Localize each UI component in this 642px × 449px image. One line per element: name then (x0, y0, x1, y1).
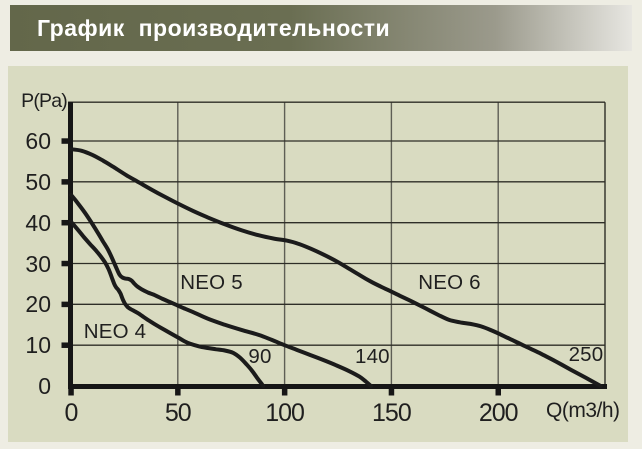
series-label: NEO 6 (418, 270, 481, 294)
x-tick-label: 50 (164, 399, 192, 427)
x-tick-label: 100 (265, 399, 305, 427)
x-tick-label: 0 (64, 399, 79, 427)
max-flow-label: 140 (354, 344, 390, 368)
y-tick-label: 60 (25, 128, 51, 154)
y-tick-label: 10 (25, 332, 51, 359)
x-tick (175, 389, 181, 396)
max-flow-label: 90 (248, 344, 272, 368)
curve-neo-4 (69, 219, 266, 388)
x-axis-title: Q(m3/h) (546, 399, 620, 422)
x-tick (281, 389, 288, 396)
curve-neo-5 (69, 192, 374, 388)
y-tick-label: 0 (38, 373, 51, 399)
y-tick (61, 342, 69, 348)
x-tick (388, 389, 395, 396)
max-flow-label: 250 (568, 342, 604, 366)
page-title: График производительности (37, 15, 391, 41)
curve-neo-6 (69, 147, 603, 388)
series-label: NEO 4 (83, 319, 147, 343)
header-bar: График производительности (10, 5, 632, 51)
x-axis (68, 384, 607, 389)
x-tick-label: 150 (372, 399, 412, 427)
y-axis-title: P(Pa) (21, 90, 68, 112)
y-tick-label: 30 (25, 250, 51, 277)
x-tick (495, 389, 501, 396)
y-tick (61, 260, 69, 267)
y-tick-label: 40 (25, 209, 51, 236)
y-tick (61, 179, 69, 185)
y-tick (61, 138, 69, 144)
y-axis (68, 102, 73, 389)
x-tick (68, 389, 74, 396)
y-tick (61, 219, 69, 226)
y-tick-label: 50 (25, 168, 51, 195)
x-tick-label: 200 (478, 399, 519, 427)
y-tick-label: 20 (25, 291, 51, 318)
y-tick (61, 301, 69, 308)
series-label: NEO 5 (180, 270, 243, 294)
